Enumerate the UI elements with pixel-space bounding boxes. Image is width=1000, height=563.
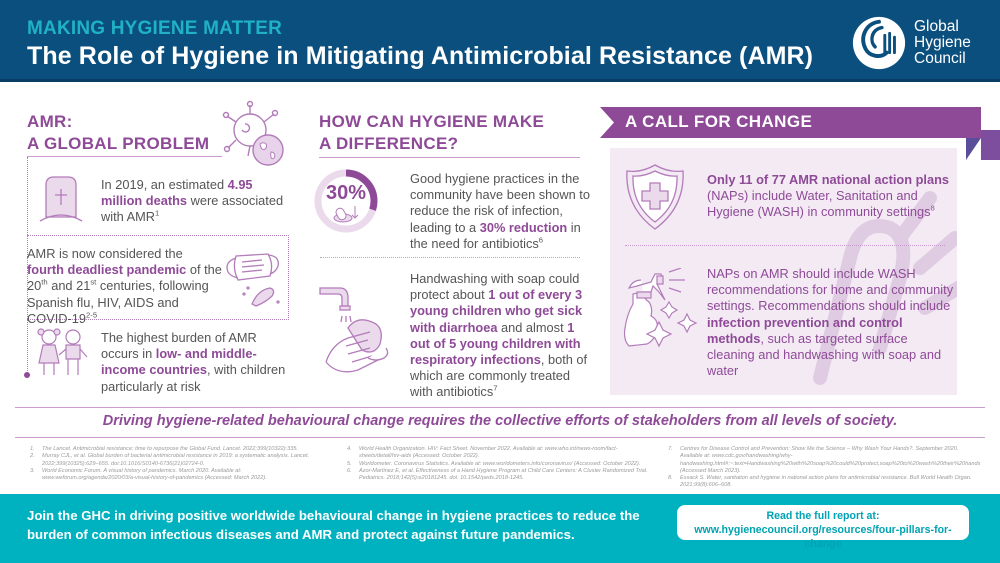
references-column-3: 7. Centres for Disease Control and Preven… [668, 446, 981, 490]
reference-item: 8. Essack S. Water, sanitation and hygien… [668, 475, 972, 489]
divider [319, 157, 580, 158]
spray-bottle-icon [623, 268, 698, 348]
reference-item: 3. World Economic Forum. A visual history… [30, 467, 267, 482]
header-kicker: MAKING HYGIENE MATTER [27, 18, 283, 39]
call-for-change-banner [600, 107, 981, 138]
dotted-divider [625, 245, 945, 246]
percent-value: 30% [325, 182, 367, 204]
face-mask-bacteria-icon [226, 253, 280, 307]
virus-globe-icon [222, 100, 284, 166]
percent-ring-pills-icon [314, 169, 378, 233]
header-bar: MAKING HYGIENE MATTER The Role of Hygien… [0, 0, 1000, 82]
report-link-url[interactable]: www.hygienecouncil.org/resources/four-pi… [694, 524, 952, 550]
references-column-1: 1. The Lancet. Antimicrobial resistance: … [30, 446, 330, 482]
reference-item: 5. Worldometer. Coronavirus Statistics. A… [347, 460, 641, 467]
fact-antibiotic-reduction: Good hygiene practices in the community … [410, 171, 590, 251]
reference-item: 1. The Lancet. Antimicrobial resistance: … [30, 446, 299, 452]
children-icon [37, 328, 88, 375]
tagline: Driving hygiene-related behavioural chan… [102, 413, 898, 429]
divider [15, 407, 985, 408]
section-heading-global-problem: AMR: A GLOBAL PROBLEM [27, 112, 210, 153]
report-link-box[interactable]: Read the full report at: www.hygienecoun… [677, 505, 969, 550]
section-heading-call-for-change: A CALL FOR CHANGE [625, 112, 813, 131]
reference-item: 6. Azor-Martinez E, et al. Effectiveness … [347, 467, 648, 482]
timeline-line [27, 157, 28, 375]
hand-watermark-icon [813, 191, 957, 385]
reference-item: 2. Murray CJL, et al. Global burden of ba… [30, 453, 310, 467]
timeline-dot [24, 372, 30, 378]
banner-fold-shadow [966, 138, 981, 160]
percent-ring: 30% [313, 168, 379, 234]
fact-burden: The highest burden of AMR occurs in low-… [101, 330, 286, 394]
reference-item: 4. World Health Organization. HIV: Fact S… [347, 446, 618, 460]
footer-call-to-action: Join the GHC in driving positive worldwi… [27, 508, 640, 542]
fact-deaths: In 2019, an estimated 4.95 million death… [101, 177, 284, 225]
shield-cross-icon [626, 164, 684, 230]
fact-pandemic: AMR is now considered the fourth deadlie… [27, 246, 222, 326]
logo-wordmark: Global Hygiene Council [914, 18, 971, 67]
divider [27, 156, 222, 157]
references-column-2: 4. World Health Organization. HIV: Fact S… [347, 446, 657, 482]
fact-naps: Only 11 of 77 AMR national action plans … [707, 172, 950, 220]
fact-recommendations: NAPs on AMR should include WASH recommen… [707, 266, 954, 379]
gravestone-icon [39, 176, 83, 222]
ghc-logo: Global Hygiene Council [850, 14, 971, 72]
dotted-divider [320, 257, 580, 258]
reference-item: 7. Centres for Disease Control and Preven… [668, 446, 981, 474]
hand-swirl-logo-icon [852, 16, 906, 70]
divider [15, 437, 985, 438]
report-link-label: Read the full report at: [766, 510, 880, 522]
fact-handwashing: Handwashing with soap could protect abou… [410, 271, 588, 400]
section-heading-hygiene-difference: HOW CAN HYGIENE MAKE A DIFFERENCE? [319, 112, 545, 153]
banner-fold [981, 130, 1000, 160]
handwashing-tap-icon [319, 287, 389, 373]
page-title: The Role of Hygiene in Mitigating Antimi… [27, 42, 814, 70]
fact-box-pandemic [27, 235, 289, 320]
